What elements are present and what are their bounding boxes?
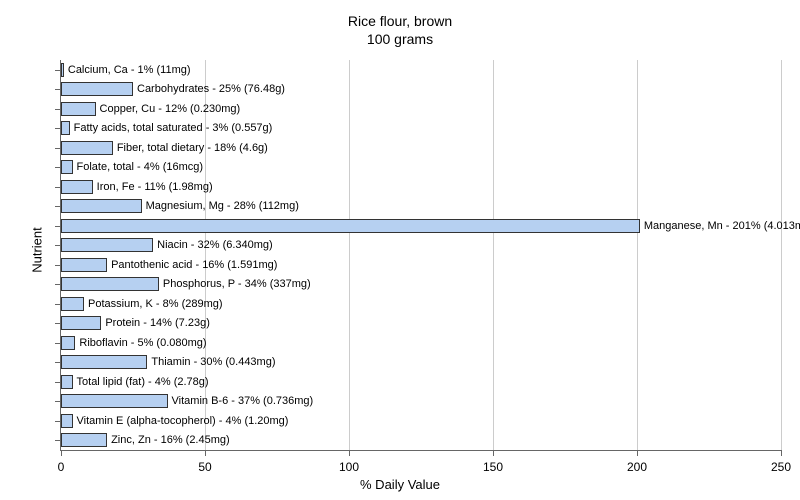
plot-area: Calcium, Ca - 1% (11mg) Carbohydrates - 2… — [60, 60, 781, 451]
bar-label: Vitamin B-6 - 37% (0.736mg) — [172, 394, 314, 408]
x-tick-label: 250 — [771, 460, 791, 474]
bar-label: Thiamin - 30% (0.443mg) — [151, 355, 275, 369]
bar — [61, 375, 73, 389]
x-tick — [205, 450, 206, 456]
chart-title-line2: 100 grams — [0, 30, 800, 48]
bar — [61, 238, 153, 252]
bar-label: Folate, total - 4% (16mcg) — [77, 160, 204, 174]
y-tick — [55, 70, 61, 71]
bar — [61, 433, 107, 447]
x-tick — [493, 450, 494, 456]
bar — [61, 199, 142, 213]
bars-layer: Calcium, Ca - 1% (11mg) Carbohydrates - 2… — [61, 60, 781, 450]
gridline — [781, 60, 782, 450]
y-tick — [55, 206, 61, 207]
y-tick — [55, 284, 61, 285]
bar-label: Magnesium, Mg - 28% (112mg) — [146, 199, 299, 213]
bar-label: Vitamin E (alpha-tocopherol) - 4% (1.20m… — [77, 414, 289, 428]
bar-label: Niacin - 32% (6.340mg) — [157, 238, 273, 252]
bar-label: Potassium, K - 8% (289mg) — [88, 297, 223, 311]
bar — [61, 219, 640, 233]
bar — [61, 355, 147, 369]
bar — [61, 336, 75, 350]
x-tick-label: 200 — [627, 460, 647, 474]
bar — [61, 258, 107, 272]
bar — [61, 63, 64, 77]
bar-label: Copper, Cu - 12% (0.230mg) — [100, 102, 241, 116]
bar-label: Phosphorus, P - 34% (337mg) — [163, 277, 311, 291]
x-tick-label: 100 — [339, 460, 359, 474]
x-tick — [781, 450, 782, 456]
bar — [61, 121, 70, 135]
y-tick — [55, 421, 61, 422]
bar — [61, 297, 84, 311]
chart-title: Rice flour, brown 100 grams — [0, 0, 800, 48]
bar-label: Pantothenic acid - 16% (1.591mg) — [111, 258, 277, 272]
y-tick — [55, 245, 61, 246]
bar-label: Calcium, Ca - 1% (11mg) — [68, 63, 191, 77]
y-tick — [55, 362, 61, 363]
bar — [61, 102, 96, 116]
bar — [61, 141, 113, 155]
y-tick — [55, 226, 61, 227]
bar — [61, 82, 133, 96]
x-tick — [61, 450, 62, 456]
x-tick — [637, 450, 638, 456]
y-tick — [55, 128, 61, 129]
nutrient-chart: Rice flour, brown 100 grams Nutrient Cal… — [0, 0, 800, 500]
y-tick — [55, 265, 61, 266]
x-tick-label: 0 — [58, 460, 65, 474]
bar — [61, 160, 73, 174]
y-tick — [55, 343, 61, 344]
x-axis-label: % Daily Value — [0, 477, 800, 492]
bar-label: Total lipid (fat) - 4% (2.78g) — [77, 375, 209, 389]
bar — [61, 414, 73, 428]
bar-label: Riboflavin - 5% (0.080mg) — [79, 336, 206, 350]
bar-label: Iron, Fe - 11% (1.98mg) — [97, 180, 213, 194]
bar — [61, 277, 159, 291]
bar-label: Fiber, total dietary - 18% (4.6g) — [117, 141, 268, 155]
y-tick — [55, 304, 61, 305]
y-axis-label: Nutrient — [29, 227, 44, 273]
y-tick — [55, 167, 61, 168]
y-tick — [55, 148, 61, 149]
y-tick — [55, 440, 61, 441]
bar — [61, 394, 168, 408]
y-tick — [55, 89, 61, 90]
y-tick — [55, 382, 61, 383]
y-tick — [55, 401, 61, 402]
bar — [61, 316, 101, 330]
bar-label: Fatty acids, total saturated - 3% (0.557… — [74, 121, 273, 135]
bar-label: Manganese, Mn - 201% (4.013mg) — [644, 219, 800, 233]
bar-label: Zinc, Zn - 16% (2.45mg) — [111, 433, 230, 447]
bar-label: Protein - 14% (7.23g) — [105, 316, 210, 330]
x-tick-label: 150 — [483, 460, 503, 474]
bar — [61, 180, 93, 194]
y-tick — [55, 187, 61, 188]
x-tick-label: 50 — [198, 460, 211, 474]
y-tick — [55, 109, 61, 110]
bar-label: Carbohydrates - 25% (76.48g) — [137, 82, 285, 96]
y-tick — [55, 323, 61, 324]
x-tick — [349, 450, 350, 456]
chart-title-line1: Rice flour, brown — [0, 12, 800, 30]
